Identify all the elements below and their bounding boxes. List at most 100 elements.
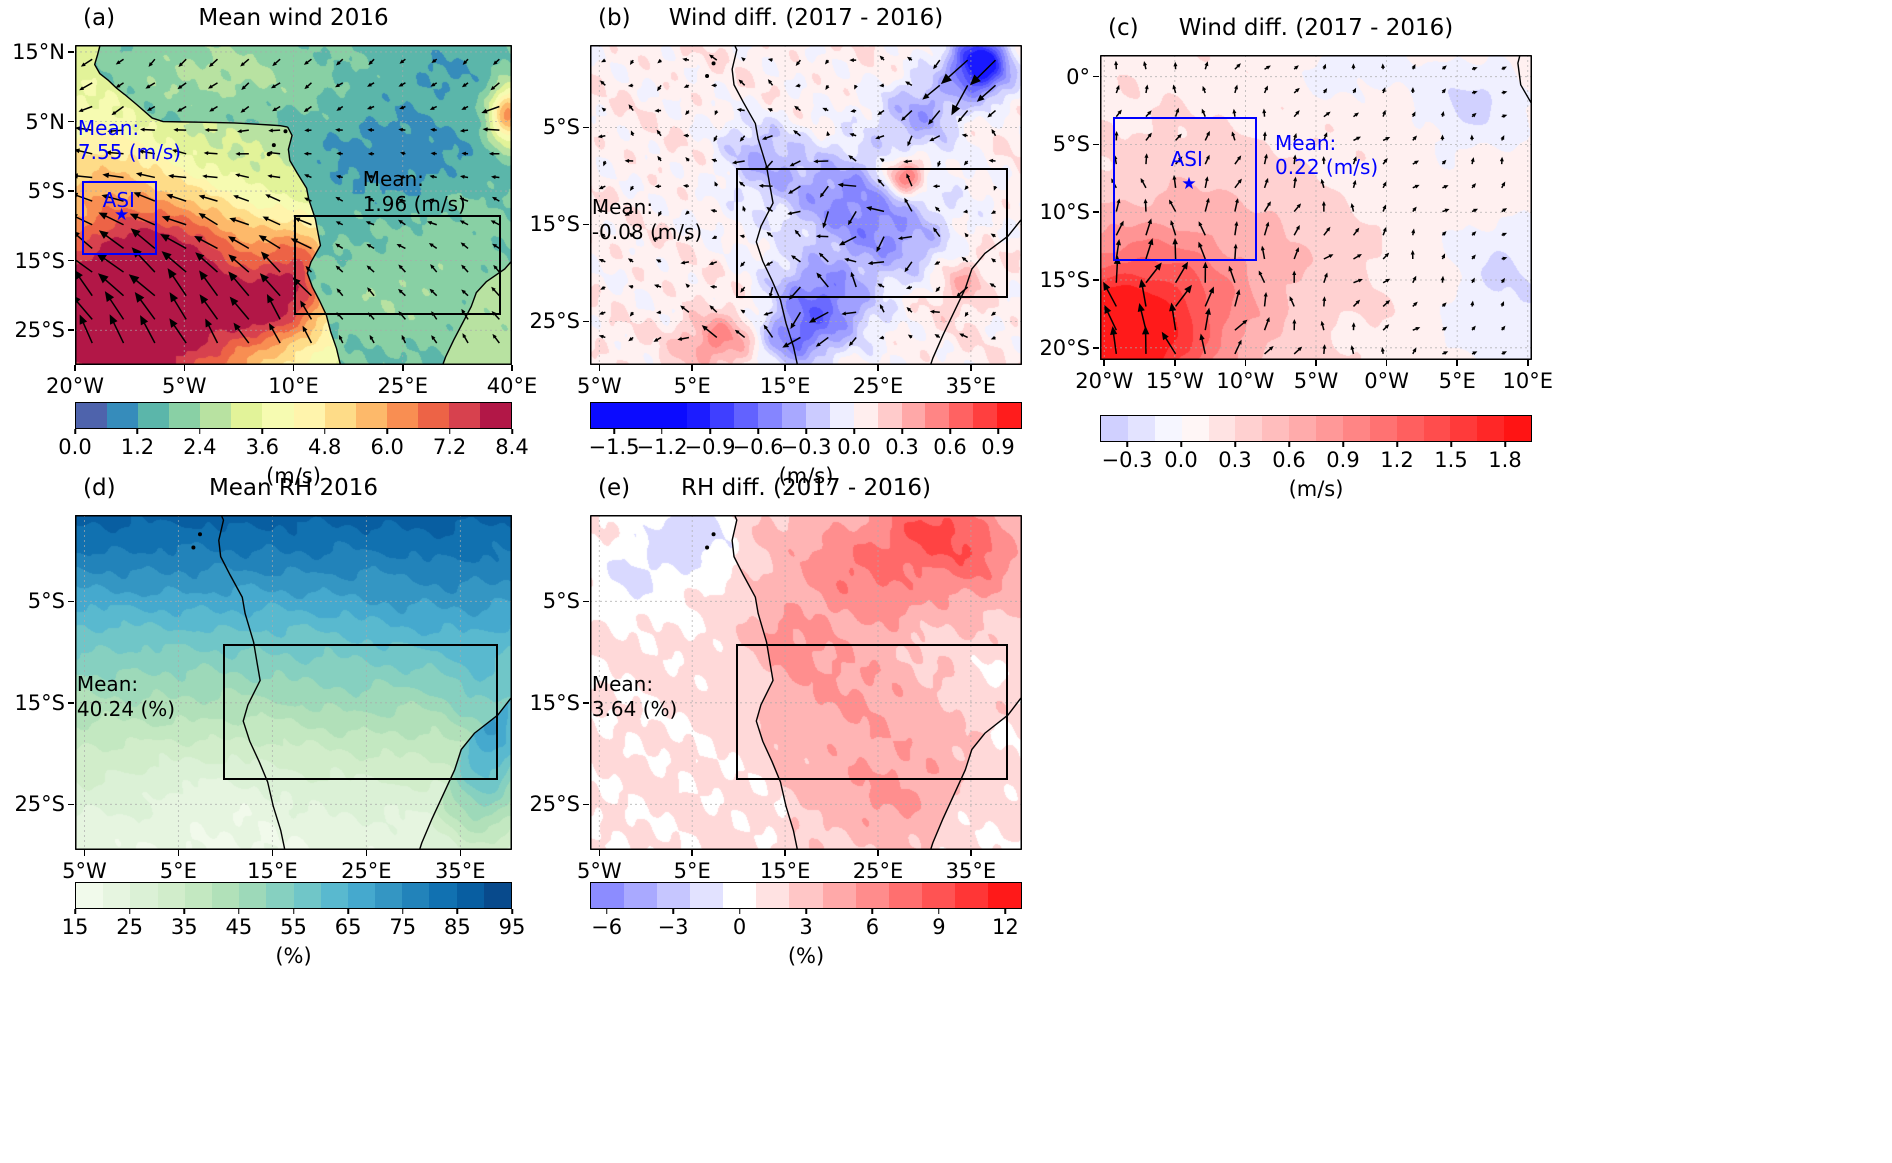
y-tick-mark xyxy=(68,329,74,331)
colorbar-tick-label: 35 xyxy=(170,915,198,939)
colorbar-b: (m/s) −1.5 −1.2 −0.9 −0.6 −0.3 0.0 0.3 0.6 0.9 xyxy=(588,402,1022,490)
x-tick-label: 15°E xyxy=(247,859,298,883)
colorbar-cell xyxy=(1262,416,1290,441)
colorbar-cell xyxy=(169,403,201,428)
x-tick-label: 15°E xyxy=(759,374,811,398)
colorbar-tick-mark xyxy=(853,429,855,434)
colorbar-cell xyxy=(76,883,104,908)
colorbar-cell xyxy=(1504,416,1531,441)
x-tick-label: 5°W xyxy=(576,374,622,398)
colorbar-cell xyxy=(1369,416,1397,441)
colorbar-gradient xyxy=(590,882,1022,909)
colorbar-tick-mark xyxy=(136,429,139,434)
colorbar-cell xyxy=(949,403,974,428)
colorbar-tick-label: 0.0 xyxy=(837,435,871,459)
colorbar-cell xyxy=(429,883,457,908)
colorbar-cell xyxy=(758,403,783,428)
mean-annotation: Mean: -0.08 (m/s) xyxy=(591,195,703,244)
colorbar-cell xyxy=(355,403,387,428)
colorbar-tick-mark xyxy=(901,429,903,434)
y-tick-mark xyxy=(1093,143,1099,146)
x-tick-mark xyxy=(183,365,185,371)
x-tick-label: 10°E xyxy=(268,374,319,398)
colorbar-cell xyxy=(386,403,418,428)
colorbar-cell xyxy=(877,403,902,428)
y-tick-label: 15°S xyxy=(14,248,65,273)
colorbar-tick-label: −1.5 xyxy=(588,435,640,459)
x-tick-label: 5°E xyxy=(673,859,711,883)
asi-label: ASI xyxy=(1170,147,1203,172)
x-tick-label: 15°W xyxy=(1145,369,1204,393)
colorbar-cell xyxy=(1235,416,1263,441)
colorbar-tick-mark xyxy=(1450,442,1452,447)
colorbar-cell xyxy=(324,403,356,428)
y-tick-label: 15°S xyxy=(14,690,65,715)
panel-title: Wind diff. (2017 - 2016) xyxy=(668,5,944,31)
y-tick-mark xyxy=(583,320,589,323)
colorbar-tick-label: 9 xyxy=(932,915,946,939)
colorbar-tick-label: 12 xyxy=(992,915,1019,939)
colorbar-tick-label: 1.2 xyxy=(120,435,155,459)
y-tick-label: 0° xyxy=(1066,64,1090,89)
colorbar-tick-label: −0.6 xyxy=(732,435,784,459)
mean-annotation: Mean: 40.24 (%) xyxy=(76,672,176,721)
y-tick-label: 15°S xyxy=(529,212,580,237)
colorbar-cell xyxy=(1423,416,1451,441)
region-box xyxy=(82,180,158,256)
x-tick-label: 5°E xyxy=(673,374,711,398)
region-box xyxy=(735,168,1009,299)
colorbar-cell xyxy=(686,403,711,428)
colorbar-cell xyxy=(1396,416,1424,441)
colorbar-e: (%) −6 −3 0 3 6 9 12 xyxy=(590,882,1022,970)
y-tick-mark xyxy=(1093,211,1099,213)
x-tick-label: 5°W xyxy=(1293,369,1339,393)
x-tick-mark xyxy=(177,850,180,856)
colorbar-tick-label: 1.8 xyxy=(1488,448,1522,472)
colorbar-tick-mark xyxy=(511,429,513,434)
map-plot-d: 5°W 5°E 15°E 25°E 35°E 5°S 15°S 25°S Mean: 40.24… xyxy=(14,515,512,883)
colorbar-cell xyxy=(184,883,212,908)
colorbar-cell xyxy=(293,403,325,428)
panel-letter: (b) xyxy=(598,5,631,31)
x-tick-label: 25°E xyxy=(341,859,392,883)
asi-label: ASI xyxy=(102,188,135,213)
colorbar-tick-mark xyxy=(1288,442,1290,447)
colorbar-tick-label: −1.2 xyxy=(636,435,688,459)
colorbar-tick-mark xyxy=(605,909,608,914)
map-canvas-c xyxy=(1100,55,1532,360)
colorbar-unit-label: (%) xyxy=(275,944,312,968)
colorbar-unit-label: (m/s) xyxy=(1288,477,1344,501)
colorbar-tick-mark xyxy=(511,909,513,914)
panel-header: (c) Wind diff. (2017 - 2016) xyxy=(1100,15,1532,41)
x-tick-label: 5°W xyxy=(161,374,207,398)
colorbar-cell xyxy=(375,883,403,908)
colorbar-cell xyxy=(624,883,658,908)
x-tick-label: 5°W xyxy=(576,859,622,883)
map-plot-c: 20°W 15°W 10°W 5°W 0°W 5°E 10°E 0° 5°S 10°S 15°S 20… xyxy=(1039,55,1553,393)
colorbar-cell xyxy=(138,403,170,428)
y-tick-mark xyxy=(68,702,74,704)
x-tick-label: 5°E xyxy=(1438,369,1476,393)
colorbar-cell xyxy=(925,403,950,428)
x-tick-mark xyxy=(970,850,972,856)
colorbar-cell xyxy=(266,883,294,908)
colorbar-cell xyxy=(690,883,724,908)
colorbar-cell xyxy=(1154,416,1182,441)
colorbar-tick-mark xyxy=(672,909,674,914)
panel-letter: (c) xyxy=(1108,15,1139,41)
colorbar-tick-label: 55 xyxy=(280,915,307,939)
colorbar-cell xyxy=(734,403,759,428)
y-tick-mark xyxy=(1093,347,1099,349)
colorbar-cell xyxy=(262,403,294,428)
y-tick-mark xyxy=(68,259,74,262)
colorbar-cell xyxy=(723,883,757,908)
y-tick-label: 5°S xyxy=(542,115,580,140)
colorbar-tick-label: 7.2 xyxy=(432,435,467,459)
colorbar-gradient xyxy=(590,402,1022,429)
x-tick-label: 5°E xyxy=(159,859,197,883)
colorbar-tick-label: 95 xyxy=(498,915,526,939)
colorbar-tick-mark xyxy=(261,429,264,434)
x-tick-mark xyxy=(691,850,693,856)
x-tick-label: 15°E xyxy=(759,859,811,883)
colorbar-cell xyxy=(855,883,889,908)
